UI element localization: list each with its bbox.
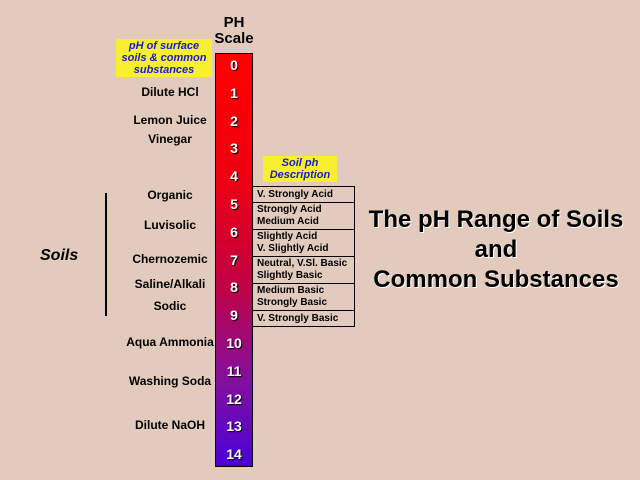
ph-scale-header-line1: PH [223, 14, 245, 31]
substance-label: Sodic [153, 298, 187, 313]
soil-description-label-line: Soil ph [281, 157, 319, 169]
substances-label: pH of surface soils & common substances [116, 39, 212, 77]
soils-label: Soils [40, 247, 79, 264]
soil-description-item: V. Strongly Acid [253, 186, 355, 203]
soil-description-text: Slightly Acid [257, 231, 318, 242]
substance-label: Chernozemic [132, 251, 208, 266]
title-line: and [474, 236, 518, 263]
title-line: Common Substances [373, 266, 619, 293]
soil-description-item: Strongly Acid Medium Acid [253, 202, 355, 230]
ph-tick-12: 12 [226, 390, 242, 407]
ph-tick-6: 6 [230, 223, 238, 240]
soil-description-text: Medium Basic [257, 285, 325, 296]
substance-label: Saline/Alkali [134, 276, 206, 291]
soils-bracket-line [105, 193, 107, 316]
ph-tick-2: 2 [230, 112, 238, 129]
ph-tick-11: 11 [226, 362, 242, 379]
ph-tick-13: 13 [226, 418, 242, 435]
substance-label: Dilute HCl [141, 84, 199, 99]
ph-scale-bar: 0 1 2 3 4 5 6 7 8 9 10 11 12 13 14 [215, 53, 253, 467]
page-title: The pH Range of Soils and Common Substan… [356, 205, 636, 295]
soil-description-text: Slightly Basic [257, 270, 323, 281]
ph-tick-10: 10 [226, 335, 242, 351]
substances-label-line: substances [133, 64, 195, 76]
soil-description-text: Strongly Acid [257, 204, 322, 215]
soil-description-label: Soil ph Description [263, 156, 337, 182]
substance-label: Dilute NaOH [134, 418, 205, 433]
soil-description-text: V. Strongly Basic [257, 313, 339, 324]
ph-tick-0: 0 [230, 57, 238, 73]
substance-label: Lemon Juice [133, 112, 207, 127]
ph-tick-8: 8 [230, 279, 238, 296]
ph-tick-3: 3 [230, 140, 238, 157]
ph-tick-4: 4 [230, 168, 238, 185]
substance-label: Aqua Ammonia [126, 335, 214, 349]
substances-label-line: soils & common [121, 52, 207, 64]
substance-label: Luvisolic [143, 218, 196, 233]
soil-description-text: Medium Acid [257, 216, 319, 227]
soil-description-text: Strongly Basic [257, 297, 328, 308]
soil-description-text: V. Slightly Acid [257, 243, 329, 254]
ph-scale-header: PH Scale [208, 15, 260, 47]
substance-label: Organic [147, 187, 193, 202]
ph-tick-5: 5 [230, 196, 238, 212]
ph-tick-1: 1 [230, 84, 238, 101]
ph-tick-9: 9 [230, 307, 238, 324]
soil-description-item: Neutral, V.Sl. Basic Slightly Basic [253, 256, 355, 284]
soil-description-item: Medium Basic Strongly Basic [253, 283, 355, 311]
title-line: The pH Range of Soils [368, 206, 624, 233]
ph-tick-7: 7 [230, 251, 238, 268]
ph-scale-header-line2: Scale [214, 30, 254, 47]
soil-description-item: V. Strongly Basic [253, 310, 355, 327]
soil-description-label-line: Description [269, 169, 331, 181]
ph-tick-14: 14 [226, 446, 242, 463]
soil-description-text: V. Strongly Acid [257, 189, 333, 200]
soil-description-item: Slightly Acid V. Slightly Acid [253, 229, 355, 257]
substance-label: Vinegar [148, 132, 192, 147]
soil-description-text: Neutral, V.Sl. Basic [257, 258, 348, 269]
substances-label-line: pH of surface [128, 40, 200, 52]
substance-label: Washing Soda [128, 373, 212, 388]
